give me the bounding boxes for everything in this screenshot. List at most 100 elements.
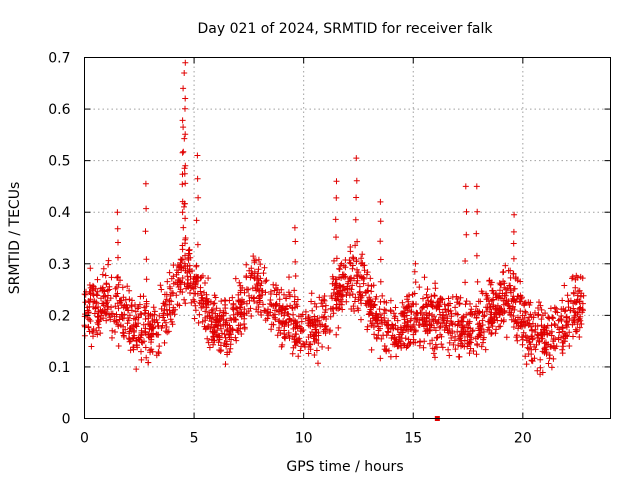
data-point bbox=[211, 292, 218, 299]
data-point bbox=[255, 270, 261, 277]
y-tick-label: 0.7 bbox=[48, 51, 70, 67]
data-point bbox=[257, 261, 264, 268]
data-point bbox=[443, 320, 450, 327]
data-point bbox=[145, 310, 152, 317]
data-point bbox=[148, 339, 154, 346]
data-point bbox=[429, 337, 436, 344]
data-point bbox=[176, 263, 183, 270]
data-point bbox=[140, 293, 147, 300]
data-point bbox=[182, 131, 189, 138]
data-point bbox=[548, 364, 555, 371]
data-point bbox=[496, 292, 503, 299]
data-point bbox=[156, 312, 163, 319]
data-point bbox=[421, 274, 428, 281]
data-point bbox=[251, 274, 257, 281]
data-point bbox=[256, 295, 263, 302]
data-point bbox=[351, 298, 358, 305]
data-point bbox=[197, 288, 204, 295]
data-point bbox=[484, 304, 491, 311]
data-point bbox=[216, 318, 223, 325]
data-point bbox=[431, 313, 437, 320]
data-point bbox=[298, 318, 305, 325]
data-point bbox=[209, 329, 216, 336]
data-point bbox=[246, 267, 253, 274]
data-point bbox=[95, 321, 102, 328]
data-point bbox=[216, 334, 223, 340]
data-point bbox=[181, 281, 188, 288]
data-point bbox=[207, 315, 214, 322]
data-point bbox=[552, 322, 559, 329]
data-point bbox=[94, 276, 101, 283]
data-point bbox=[414, 316, 421, 323]
data-point bbox=[457, 294, 464, 301]
data-point bbox=[311, 300, 318, 307]
data-point bbox=[546, 315, 553, 322]
data-point bbox=[299, 311, 306, 318]
data-point bbox=[565, 304, 572, 311]
data-point bbox=[164, 278, 171, 285]
data-point bbox=[321, 313, 328, 320]
data-point bbox=[506, 309, 513, 316]
data-point bbox=[397, 342, 404, 349]
data-point bbox=[351, 275, 357, 282]
data-point bbox=[579, 300, 586, 307]
data-point bbox=[274, 286, 281, 293]
data-point bbox=[497, 287, 503, 294]
data-point bbox=[537, 356, 544, 363]
data-point bbox=[542, 310, 549, 317]
data-point bbox=[292, 238, 299, 245]
data-point bbox=[463, 208, 470, 215]
data-point bbox=[412, 279, 419, 286]
data-point bbox=[526, 345, 532, 352]
data-point bbox=[521, 314, 528, 321]
data-point bbox=[465, 324, 472, 331]
data-point bbox=[334, 290, 341, 296]
data-point bbox=[350, 255, 357, 262]
data-point bbox=[493, 326, 500, 333]
data-point bbox=[224, 327, 231, 334]
data-point bbox=[353, 258, 360, 265]
data-point bbox=[490, 296, 497, 303]
data-point bbox=[87, 296, 94, 303]
data-point bbox=[455, 336, 462, 342]
x-tick-label: 0 bbox=[80, 431, 89, 447]
data-point bbox=[370, 282, 377, 289]
data-point bbox=[570, 317, 577, 324]
data-point bbox=[514, 332, 520, 339]
data-point bbox=[141, 338, 147, 345]
data-point bbox=[189, 268, 195, 274]
data-point bbox=[180, 85, 187, 92]
data-point bbox=[423, 314, 430, 321]
data-point bbox=[544, 330, 551, 337]
data-point bbox=[421, 338, 428, 345]
data-point bbox=[97, 316, 104, 323]
data-point bbox=[182, 162, 189, 169]
data-point bbox=[281, 291, 287, 298]
data-point bbox=[302, 308, 309, 315]
data-point bbox=[333, 194, 340, 201]
data-point bbox=[431, 345, 438, 352]
data-point bbox=[136, 336, 143, 343]
data-point bbox=[496, 311, 503, 318]
data-point bbox=[202, 308, 209, 315]
data-point bbox=[263, 277, 270, 284]
data-point bbox=[143, 256, 150, 263]
data-point bbox=[206, 309, 212, 316]
data-point bbox=[370, 324, 377, 330]
data-point bbox=[488, 329, 495, 336]
data-point bbox=[164, 310, 171, 317]
data-point bbox=[528, 351, 535, 358]
data-point bbox=[497, 323, 504, 330]
data-point bbox=[146, 331, 153, 338]
data-point bbox=[129, 334, 136, 341]
data-point bbox=[272, 307, 278, 314]
data-point bbox=[478, 343, 485, 350]
data-point bbox=[445, 329, 452, 336]
data-point bbox=[550, 342, 557, 349]
data-point bbox=[286, 293, 293, 300]
data-point bbox=[537, 364, 544, 371]
data-point bbox=[292, 258, 299, 265]
data-point bbox=[291, 224, 298, 231]
data-point bbox=[100, 293, 107, 300]
data-point bbox=[335, 324, 342, 331]
